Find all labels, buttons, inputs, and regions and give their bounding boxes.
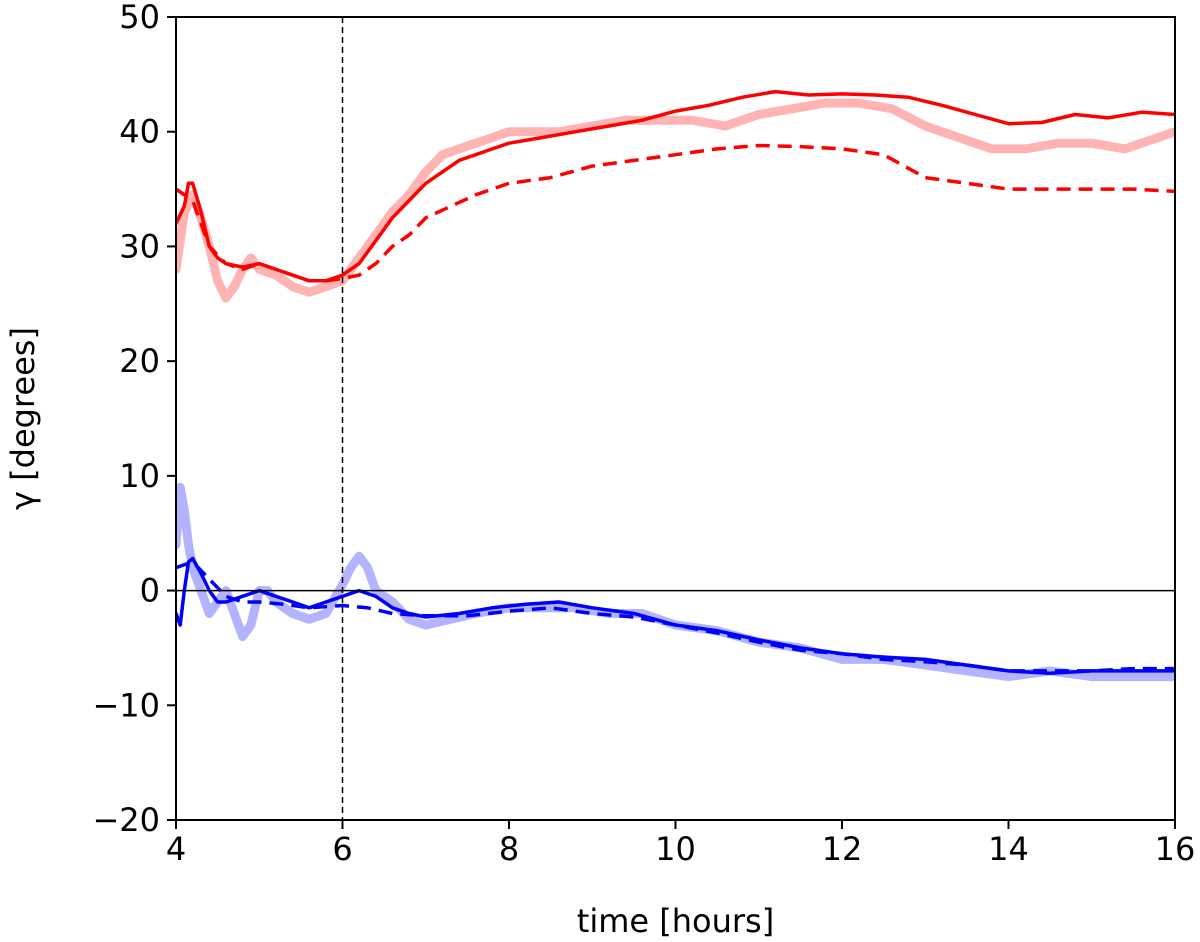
x-tick-label: 8 xyxy=(499,830,519,868)
x-tick-label: 14 xyxy=(988,830,1029,868)
y-tick-label: 30 xyxy=(119,227,160,265)
y-tick-label: −20 xyxy=(92,801,160,839)
x-tick-label: 12 xyxy=(822,830,863,868)
x-tick-label: 6 xyxy=(332,830,352,868)
series-line-4 xyxy=(176,482,1175,682)
tick-marks xyxy=(167,16,1176,829)
y-tick-label: 50 xyxy=(119,0,160,36)
y-tick-label: −10 xyxy=(92,686,160,724)
series-layer xyxy=(176,89,1175,682)
tick-labels: 4 6 8 10 12 14 16 −20 −10 0 10 20 30 40 50 xyxy=(92,0,1195,868)
y-tick-label: 20 xyxy=(119,342,160,380)
series-line-6 xyxy=(176,560,1175,673)
y-tick-label: 40 xyxy=(119,113,160,151)
x-axis-label: time [hours] xyxy=(577,902,774,940)
x-tick-label: 10 xyxy=(655,830,696,868)
x-tick-label: 4 xyxy=(166,830,186,868)
y-tick-label: 10 xyxy=(119,457,160,495)
plot-frame xyxy=(175,16,1176,821)
series-line-1 xyxy=(176,98,1175,303)
x-tick-label: 16 xyxy=(1155,830,1196,868)
series-line-5 xyxy=(176,556,1175,675)
reference-lines xyxy=(176,17,1175,820)
y-axis-label: γ [degrees] xyxy=(4,327,42,510)
y-tick-label: 0 xyxy=(140,572,160,610)
series-line-3 xyxy=(176,143,1175,283)
